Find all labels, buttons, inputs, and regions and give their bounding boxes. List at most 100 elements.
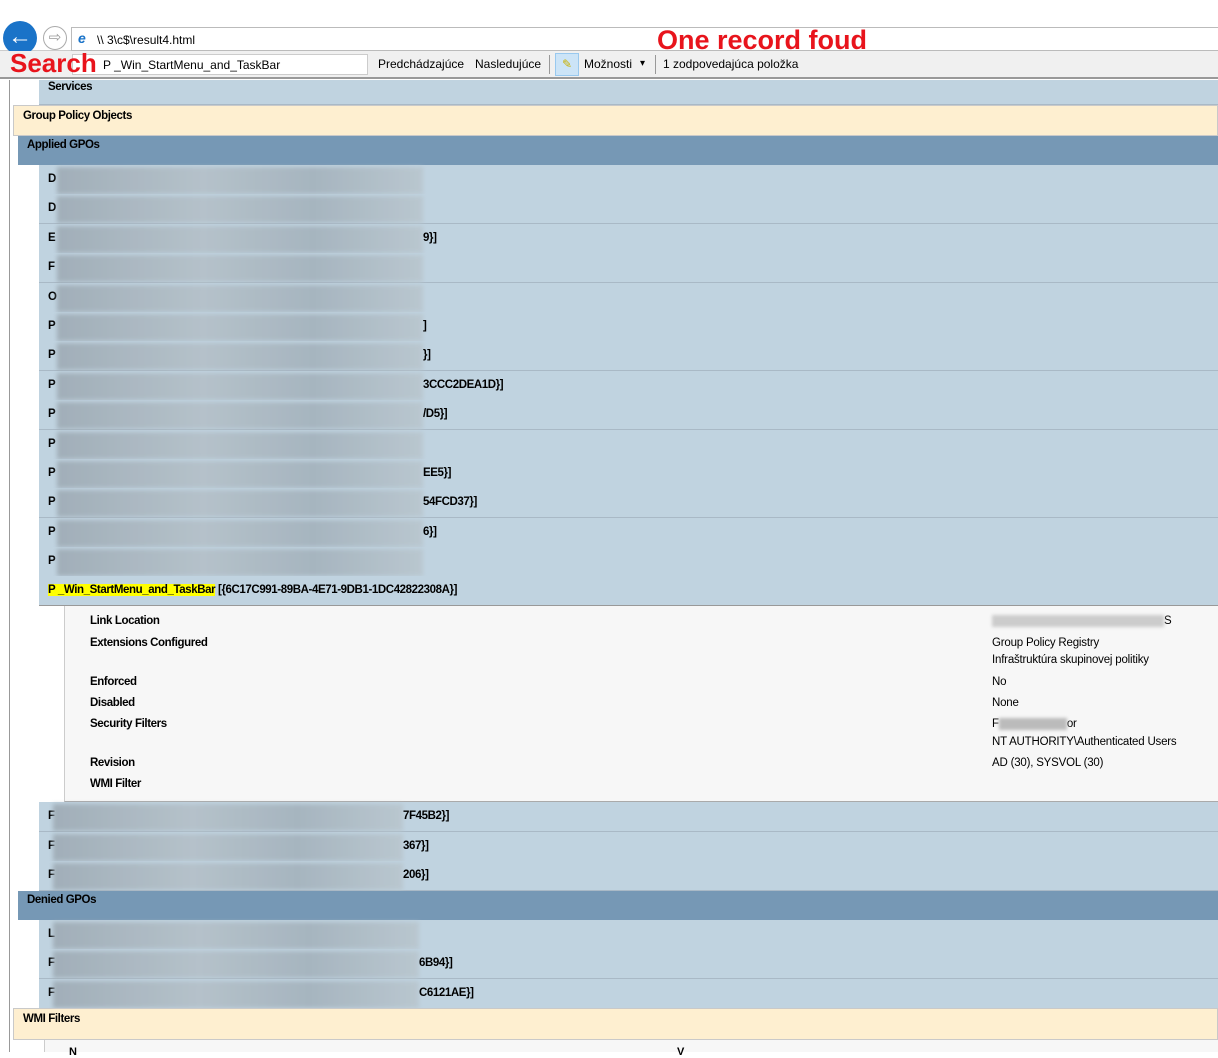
- gpo-name-start: P: [48, 408, 56, 421]
- security-filter-value: NT AUTHORITY\Authenticated Users: [992, 736, 1177, 748]
- redacted-blur: [57, 490, 423, 518]
- extension-value: Group Policy Registry: [992, 637, 1100, 649]
- disabled-value: None: [992, 697, 1019, 709]
- column-header-value: V: [677, 1046, 685, 1058]
- gpo-row[interactable]: P]: [39, 312, 1218, 342]
- gpo-guid-end: 9}]: [423, 231, 437, 244]
- highlight-marker-icon[interactable]: ✎: [555, 53, 579, 76]
- gpo-row[interactable]: E 9}]: [39, 223, 1218, 254]
- matched-gpo-name: P _Win_StartMenu_and_TaskBar: [48, 584, 216, 596]
- match-count: 1 zodpovedajúca položka: [663, 57, 799, 71]
- gpo-name-start: F: [48, 869, 55, 881]
- gpo-row[interactable]: P: [39, 429, 1218, 460]
- redacted-blur: [53, 804, 403, 831]
- gpo-row[interactable]: P 6}]: [39, 517, 1218, 548]
- redacted-blur: [57, 225, 423, 253]
- gpo-row[interactable]: F 367}]: [39, 831, 1218, 862]
- gpo-guid-end: 6B94}]: [419, 957, 453, 970]
- gpo-name-start: P: [48, 437, 56, 450]
- redacted-blur: [57, 284, 423, 312]
- gpo-name-start: P: [48, 320, 56, 332]
- url-text: \\ 3\c$\result4.html: [97, 33, 196, 47]
- gpo-name-start: P: [48, 378, 56, 391]
- gpo-guid-end: 206}]: [403, 869, 429, 881]
- wmi-filters-label: WMI Filters: [23, 1013, 80, 1025]
- forward-button[interactable]: ⇨: [43, 26, 67, 50]
- find-input-value: P _Win_StartMenu_and_TaskBar: [103, 58, 281, 72]
- next-button[interactable]: Nasledujúce: [475, 57, 542, 71]
- enforced-label: Enforced: [90, 676, 137, 688]
- gpo-name-start: P: [48, 467, 56, 479]
- previous-button[interactable]: Predchádzajúce: [378, 57, 465, 71]
- services-label: Services: [48, 81, 93, 93]
- gpo-row[interactable]: F 6B94}]: [39, 949, 1218, 980]
- redacted-blur: [57, 372, 423, 400]
- extensions-label: Extensions Configured: [90, 637, 208, 649]
- gpo-name-start: F: [48, 810, 55, 822]
- gpo-row[interactable]: P 3CCC2DEA1D}]: [39, 370, 1218, 401]
- group-policy-objects-section[interactable]: Group Policy Objects: [13, 105, 1218, 136]
- gpo-row[interactable]: P: [39, 547, 1218, 578]
- gpo-name-start: P: [48, 349, 56, 362]
- gpo-guid-end: EE5}]: [423, 467, 452, 479]
- gpo-name-start: F: [48, 957, 55, 970]
- link-location-label: Link Location: [90, 615, 160, 627]
- wmi-filters-section[interactable]: WMI Filters: [13, 1008, 1218, 1040]
- security-filter-start: F: [992, 718, 999, 731]
- gpo-row[interactable]: F C6121AE}]: [39, 978, 1218, 1009]
- url-field[interactable]: e \\ 3\c$\result4.html: [71, 27, 1218, 51]
- matched-gpo-row[interactable]: P _Win_StartMenu_and_TaskBar [{6C17C991-…: [39, 576, 1218, 606]
- gpo-guid-end: ]: [423, 320, 427, 332]
- chevron-down-icon[interactable]: ▾: [640, 58, 646, 69]
- redacted-blur: [57, 196, 423, 224]
- gpo-name-start: E: [48, 231, 56, 244]
- gpo-guid-end: 3CCC2DEA1D}]: [423, 378, 504, 391]
- gpo-guid-end: 54FCD37}]: [423, 496, 477, 509]
- services-section[interactable]: Services: [39, 80, 1218, 105]
- divider: [655, 55, 656, 74]
- gpo-row[interactable]: F: [39, 253, 1218, 284]
- gpo-row[interactable]: P}]: [39, 341, 1218, 372]
- back-button[interactable]: ←: [3, 21, 37, 55]
- gpo-row[interactable]: L: [39, 920, 1218, 950]
- gpo-row[interactable]: P 54FCD37}]: [39, 488, 1218, 519]
- gpo-guid-end: 7F45B2}]: [403, 810, 450, 822]
- redacted-blur: [53, 922, 419, 949]
- denied-gpos-label: Denied GPOs: [27, 894, 97, 906]
- gpo-guid-end: 6}]: [423, 525, 437, 538]
- gpo-section-label: Group Policy Objects: [23, 110, 132, 122]
- tree-line: [9, 80, 10, 1052]
- address-bar-area: ← ⇨ e \\ 3\c$\result4.html One record fo…: [0, 0, 1218, 55]
- link-location-value: S: [992, 615, 1172, 628]
- link-location-value-text: S: [1164, 615, 1172, 628]
- denied-gpos-header[interactable]: Denied GPOs: [18, 891, 1218, 920]
- options-button[interactable]: Možnosti: [584, 57, 633, 71]
- gpo-row[interactable]: O: [39, 282, 1218, 313]
- column-header-name: N: [69, 1046, 77, 1058]
- applied-gpos-header[interactable]: Applied GPOs: [18, 136, 1218, 165]
- gpo-name-start: L: [48, 928, 55, 940]
- report-content: Services Group Policy Objects Applied GP…: [0, 80, 1218, 1058]
- redacted-blur: [57, 167, 423, 194]
- redacted-blur: [57, 519, 423, 547]
- redacted-blur: [57, 549, 423, 577]
- find-input[interactable]: P _Win_StartMenu_and_TaskBar: [72, 54, 368, 75]
- wmi-filter-label: WMI Filter: [90, 778, 141, 790]
- gpo-row[interactable]: D: [39, 165, 1218, 195]
- gpo-name-start: F: [48, 986, 55, 999]
- security-filter-end: or: [1066, 718, 1077, 731]
- disabled-label: Disabled: [90, 697, 135, 709]
- ie-page-icon: e: [78, 30, 86, 46]
- gpo-row[interactable]: F 206}]: [39, 861, 1218, 891]
- gpo-row[interactable]: P EE5}]: [39, 459, 1218, 489]
- redacted-blur: [53, 863, 403, 890]
- redacted-blur: [57, 431, 423, 459]
- gpo-row[interactable]: F 7F45B2}]: [39, 802, 1218, 832]
- gpo-name-start: D: [48, 173, 56, 185]
- applied-gpos-label: Applied GPOs: [27, 139, 100, 151]
- redacted-blur: [53, 951, 419, 979]
- gpo-name-start: P: [48, 525, 56, 538]
- gpo-row[interactable]: P/D5}]: [39, 400, 1218, 431]
- matched-gpo-guid: [{6C17C991-89BA-4E71-9DB1-1DC42822308A}]: [215, 584, 458, 596]
- gpo-row[interactable]: D: [39, 194, 1218, 225]
